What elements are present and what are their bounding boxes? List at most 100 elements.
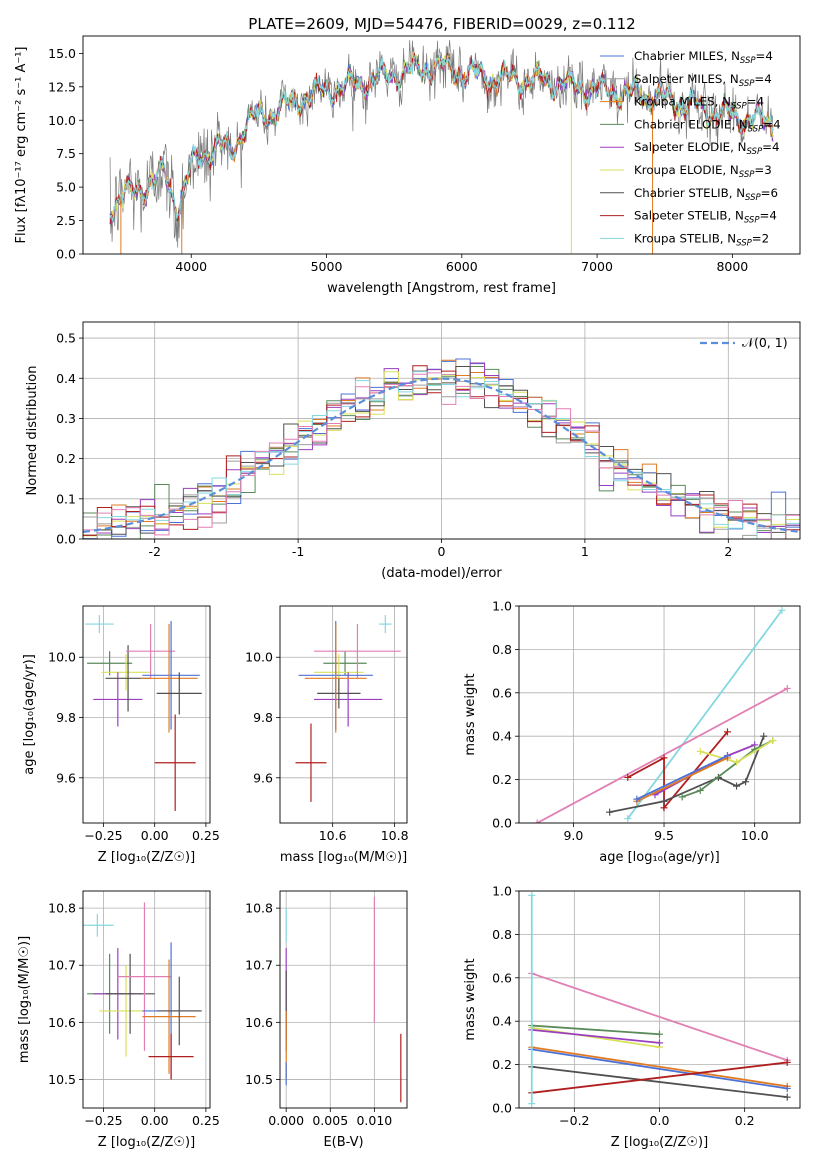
y-tick-label: 15.0 [48, 46, 76, 61]
axes-frame [518, 890, 801, 1109]
weight-line [636, 754, 728, 800]
y-tick-label: 10.7 [48, 958, 76, 973]
y-axis-label: Flux [fλ10⁻¹⁷ erg cm⁻² s⁻¹ A⁻¹] [14, 47, 29, 244]
y-tick-label: 10.8 [245, 901, 273, 916]
y-tick-label: 0.3 [56, 411, 76, 426]
x-tick-label: −0.2 [559, 1113, 589, 1128]
mass-weight-vs-z-plot-area [528, 891, 791, 1108]
y-tick-label: 10.5 [245, 1072, 273, 1087]
weight-line [536, 687, 788, 823]
y-tick-label: 10.7 [245, 958, 273, 973]
y-tick-label: 0.6 [492, 685, 512, 700]
x-axis-label: (data-model)/error [381, 566, 502, 581]
axes-frame [279, 890, 408, 1109]
legend-label-tail: =2 [752, 231, 769, 245]
legend-label: Chabrier MILES, NSSP=4 [634, 49, 773, 66]
x-axis-label: mass [log₁₀(M/M☉)] [280, 850, 407, 865]
legend-label-text: Chabrier ELODIE, N [634, 117, 748, 131]
y-tick-label: 9.8 [253, 710, 273, 725]
x-tick-label: 0.25 [192, 1113, 220, 1128]
weight-line [681, 739, 774, 798]
legend-subscript: SSP [744, 216, 760, 226]
y-tick-label: 1.0 [492, 599, 512, 614]
legend-label-text: Kroupa MILES, N [634, 95, 731, 109]
age-vs-mass-plot-area [295, 615, 401, 802]
legend-subscript: SSP [731, 102, 747, 112]
y-tick-label: 10.0 [48, 113, 76, 128]
x-axis-label: Z [log₁₀(Z/Z☉)] [611, 1135, 708, 1150]
x-tick-label: 10.8 [381, 828, 409, 843]
y-tick-label: 1.0 [492, 884, 512, 899]
x-tick-label: -1 [292, 544, 304, 559]
x-tick-label: 0.000 [268, 1113, 304, 1128]
x-tick-label: 6000 [446, 259, 478, 274]
mass-weight-vs-z-panel: −0.2 0.0 0.2 0.0 0.2 0.4 0.6 0.8 1.0 Z [log₁₀(Z/Z… [463, 884, 801, 1150]
legend-label-tail: =4 [754, 72, 771, 86]
legend-subscript: SSP [745, 193, 761, 203]
weight-line [531, 1024, 660, 1036]
x-tick-label: 8000 [716, 259, 748, 274]
legend-label: Chabrier ELODIE, NSSP=4 [634, 117, 781, 134]
weight-line [531, 1048, 788, 1090]
weight-line [636, 757, 728, 803]
legend-label-text: Kroupa ELODIE, N [634, 163, 739, 177]
legend-subscript: SSP [748, 124, 764, 134]
legend-label-text: Salpeter MILES, N [634, 72, 739, 86]
y-tick-label: 5.0 [56, 180, 76, 195]
y-tick-label: 9.6 [253, 770, 273, 785]
y-tick-label: 0.4 [492, 1014, 512, 1029]
y-tick-label: 10.0 [245, 650, 273, 665]
residual-histogram-panel: -2 -1 0 1 2 0.0 0.1 0.2 0.3 0.4 0.5 (data-model)/er… [25, 321, 801, 581]
legend-subscript: SSP [736, 238, 752, 248]
x-tick-label: 0.010 [356, 1113, 392, 1128]
legend-label: Salpeter MILES, NSSP=4 [634, 72, 772, 89]
x-tick-label: 1 [581, 544, 589, 559]
legend-label: 𝒩(0, 1) [742, 335, 788, 350]
x-axis-label: Z [log₁₀(Z/Z☉)] [98, 1135, 195, 1150]
y-tick-label: 0.4 [492, 729, 512, 744]
axes-frame [82, 605, 211, 824]
age-vs-z-plot-area [85, 615, 202, 811]
x-tick-label: 0.25 [192, 828, 220, 843]
mass-weight-vs-age-panel: 9.0 9.5 10.0 0.0 0.2 0.4 0.6 0.8 1.0 age [log₁₀(a… [463, 599, 801, 865]
spectrum-plot-area [109, 39, 774, 254]
y-tick-label: 0.5 [56, 331, 76, 346]
y-tick-label: 7.5 [56, 146, 76, 161]
y-tick-label: 10.8 [48, 901, 76, 916]
y-tick-label: 0.0 [492, 1101, 512, 1116]
axes-frame [518, 605, 801, 824]
x-tick-label: 7000 [581, 259, 613, 274]
axes-frame [82, 35, 801, 255]
legend-label-tail: =4 [763, 117, 780, 131]
x-axis-label: E(B-V) [323, 1135, 363, 1150]
figure-title: PLATE=2609, MJD=54476, FIBERID=0029, z=0… [248, 15, 635, 33]
legend-label-text: Chabrier MILES, N [634, 49, 740, 63]
legend-label: Kroupa ELODIE, NSSP=3 [634, 163, 772, 180]
y-tick-label: 0.0 [56, 532, 76, 547]
weight-line [531, 1028, 660, 1044]
legend-label: Chabrier STELIB, NSSP=6 [634, 186, 778, 203]
normal-curve [83, 377, 800, 534]
y-tick-label: 10.0 [48, 650, 76, 665]
x-tick-label: 0.00 [141, 828, 169, 843]
legend-subscript: SSP [739, 79, 755, 89]
y-tick-label: 0.0 [492, 816, 512, 831]
residual-histogram-plot-area [83, 358, 800, 539]
y-axis-label: mass [log₁₀(M/M☉)] [17, 936, 32, 1063]
mass-vs-ebv-panel: 0.000 0.005 0.010 10.5 10.6 10.7 10.8 E(B-V) [245, 890, 408, 1150]
legend-label: Salpeter STELIB, NSSP=4 [634, 209, 777, 226]
weight-line [627, 731, 729, 811]
weight-line [627, 609, 783, 820]
y-tick-label: 0.6 [492, 970, 512, 985]
weight-line [531, 972, 788, 1062]
axes-frame [82, 890, 211, 1109]
y-tick-label: 9.6 [56, 770, 76, 785]
y-tick-label: 12.5 [48, 79, 76, 94]
spectrum-panel: 4000 5000 6000 7000 8000 0.0 2.5 5.0 7.5 10.0 12.5… [14, 35, 801, 296]
y-tick-label: 0.2 [492, 1057, 512, 1072]
x-tick-label: −0.25 [84, 828, 122, 843]
x-tick-label: 4000 [175, 259, 207, 274]
legend-subscript: SSP [739, 170, 755, 180]
x-tick-label: 0.005 [312, 1113, 348, 1128]
x-tick-label: 5000 [311, 259, 343, 274]
